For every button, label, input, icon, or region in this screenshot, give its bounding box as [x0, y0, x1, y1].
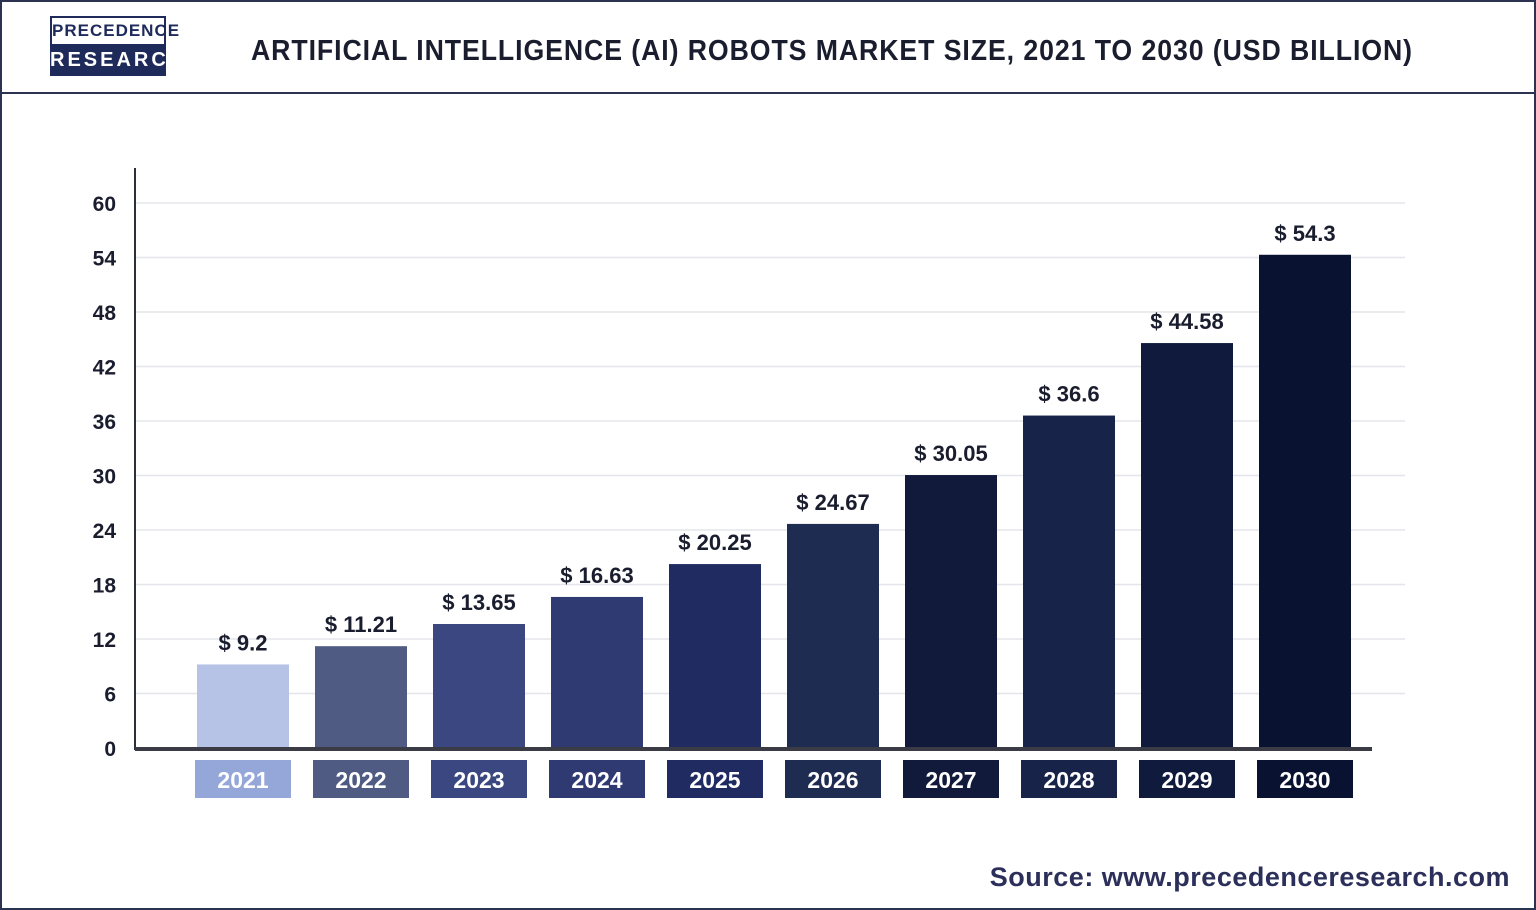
chart-header: PRECEDENCE RESEARCH ARTIFICIAL INTELLIGE… — [2, 2, 1534, 94]
y-tick-label: 54 — [93, 248, 117, 271]
bar — [197, 664, 289, 748]
data-label: $ 13.65 — [442, 590, 515, 615]
y-tick-label: 36 — [93, 411, 116, 434]
bar — [669, 564, 761, 748]
y-tick-label: 30 — [93, 466, 116, 489]
x-tick-label: 2024 — [571, 767, 622, 793]
x-category-box — [313, 760, 409, 798]
data-label: $ 20.25 — [678, 530, 751, 555]
y-tick-label: 18 — [93, 575, 117, 598]
bar — [1141, 343, 1233, 748]
chart-title: ARTIFICIAL INTELLIGENCE (AI) ROBOTS MARK… — [250, 35, 1413, 67]
y-tick-label: 24 — [93, 520, 117, 543]
y-tick-label: 48 — [93, 302, 117, 325]
data-label: $ 54.3 — [1274, 221, 1335, 246]
x-category-box — [431, 760, 527, 798]
x-category-box — [903, 760, 999, 798]
x-tick-label: 2021 — [217, 767, 268, 793]
x-category-box — [785, 760, 881, 798]
data-label: $ 9.2 — [219, 630, 268, 655]
x-tick-label: 2026 — [807, 767, 858, 793]
x-tick-label: 2030 — [1279, 767, 1330, 793]
logo-line-2: RESEARCH — [50, 44, 183, 76]
x-category-box — [549, 760, 645, 798]
logo-line-1: PRECEDENCE — [50, 16, 179, 44]
x-tick-label: 2028 — [1043, 767, 1094, 793]
y-tick-label: 60 — [93, 193, 116, 216]
data-label: $ 16.63 — [560, 563, 633, 588]
bar — [1259, 254, 1351, 748]
x-tick-label: 2027 — [925, 767, 976, 793]
x-tick-label: 2025 — [689, 767, 740, 793]
x-category-box — [667, 760, 763, 798]
y-tick-label: 6 — [104, 684, 116, 707]
x-category-box — [1139, 760, 1235, 798]
x-tick-label: 2023 — [453, 767, 504, 793]
y-tick-label: 0 — [104, 738, 116, 761]
brand-logo: PRECEDENCE RESEARCH — [50, 16, 183, 78]
x-category-box — [1257, 760, 1353, 798]
bar — [1023, 415, 1115, 748]
bar — [905, 475, 997, 748]
bar — [551, 596, 643, 748]
source-credit: Source: www.precedenceresearch.com — [989, 862, 1510, 892]
data-label: $ 36.6 — [1038, 382, 1099, 407]
data-label: $ 11.21 — [325, 612, 397, 637]
x-category-box — [195, 760, 291, 798]
x-tick-label: 2022 — [335, 767, 386, 793]
bar — [433, 624, 525, 748]
bar — [315, 646, 407, 748]
bar — [787, 523, 879, 748]
y-tick-label: 12 — [93, 629, 116, 652]
data-label: $ 44.58 — [1150, 309, 1223, 334]
y-tick-label: 42 — [93, 357, 116, 380]
x-category-box — [1021, 760, 1117, 798]
data-label: $ 30.05 — [914, 441, 987, 466]
data-label: $ 24.67 — [796, 490, 869, 515]
x-tick-label: 2029 — [1161, 767, 1212, 793]
